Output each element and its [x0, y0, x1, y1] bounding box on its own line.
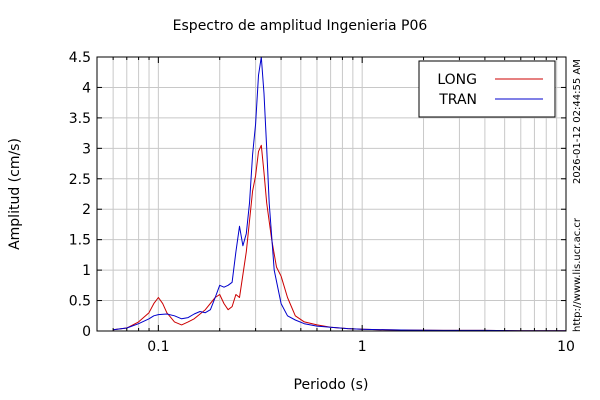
y-tick-label: 4.5: [69, 50, 91, 66]
y-tick-label: 1.5: [69, 233, 91, 249]
legend-label-tran: TRAN: [438, 92, 477, 108]
chart-title: Espectro de amplitud Ingenieria P06: [172, 18, 428, 34]
y-tick-label: 0.5: [69, 294, 91, 310]
legend-label-long: LONG: [437, 72, 477, 88]
y-tick-label: 0: [82, 324, 91, 340]
y-tick-label: 2: [82, 202, 91, 218]
y-tick-label: 3.5: [69, 111, 91, 127]
y-tick-label: 3: [82, 141, 91, 157]
y-tick-label: 4: [82, 80, 91, 96]
x-tick-label: 10: [557, 339, 575, 355]
grid: [96, 56, 567, 332]
ticks: 0 0.5 1 1.5 2 2.5 3 3.5 4 4.5 0.1 1 10: [69, 50, 575, 355]
plot-frame: [96, 56, 567, 332]
x-tick-label: 1: [358, 339, 367, 355]
legend-box: [418, 60, 556, 118]
legend: LONG TRAN: [418, 60, 556, 118]
series-line-tran: [113, 56, 566, 332]
timestamp-text: 2026-01-12 02:44:55 AM: [572, 59, 583, 184]
x-tick-label: 0.1: [147, 339, 169, 355]
series-layer: [113, 56, 566, 332]
source-url-text: http://www.lis.ucr.ac.cr: [572, 218, 583, 332]
y-tick-label: 1: [82, 263, 91, 279]
y-tick-label: 2.5: [69, 172, 91, 188]
y-axis-label: Amplitud (cm/s): [7, 138, 23, 250]
x-axis-label: Periodo (s): [294, 377, 369, 393]
